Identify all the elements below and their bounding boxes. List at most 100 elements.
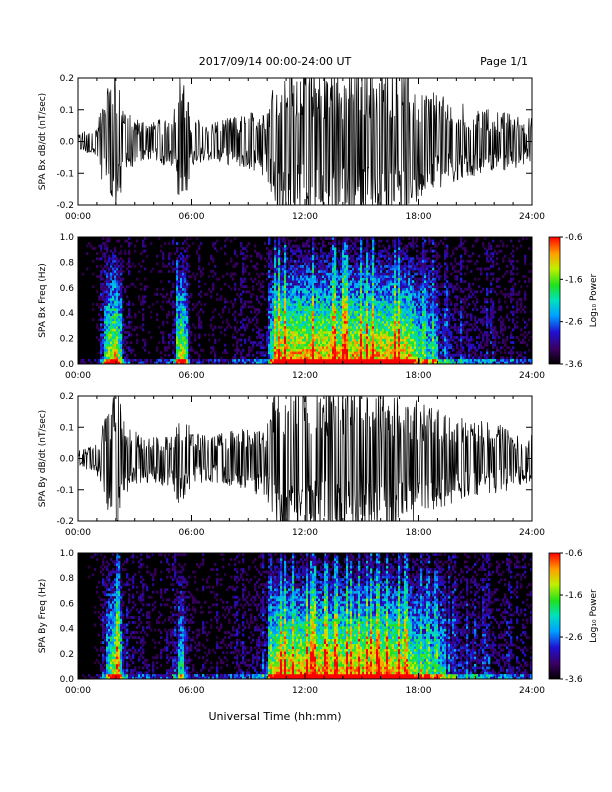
- spectrogram-cell: [180, 308, 183, 311]
- spectrogram-cell: [292, 346, 295, 350]
- spectrogram-cell: [362, 323, 365, 327]
- spectrogram-cell: [390, 290, 393, 294]
- spectrogram-cell: [100, 333, 103, 337]
- spectrogram-cell: [286, 280, 289, 284]
- spectrogram-cell: [308, 315, 311, 319]
- spectrogram-cell: [188, 275, 191, 278]
- spectrogram-cell: [368, 323, 371, 327]
- spectrogram-cell: [144, 277, 147, 281]
- spectrogram-cell: [242, 356, 245, 360]
- spectrogram-cell: [414, 343, 417, 347]
- spectrogram-cell: [172, 343, 175, 347]
- spectrogram-cell: [410, 287, 413, 291]
- spectrogram-cell: [108, 351, 111, 355]
- spectrogram-cell: [360, 270, 363, 273]
- spectrogram-cell: [296, 267, 299, 271]
- spectrogram-cell: [368, 275, 371, 278]
- spectrogram-cell: [340, 280, 343, 284]
- spectrogram-cell: [186, 358, 189, 362]
- spectrogram-cell: [280, 318, 283, 322]
- spectrogram-cell: [294, 323, 297, 327]
- spectrogram-cell: [98, 358, 101, 362]
- spectrogram-cell: [126, 330, 129, 334]
- spectrogram-cell: [308, 318, 311, 322]
- spectrogram-cell: [312, 330, 315, 334]
- spectrogram-cell: [358, 343, 361, 347]
- spectrogram-cell: [308, 343, 311, 347]
- spectrogram-cell: [314, 343, 317, 347]
- spectrogram-cell: [366, 247, 369, 250]
- spectrogram-cell: [294, 295, 297, 299]
- spectrogram-cell: [282, 280, 285, 284]
- spectrogram-cell: [342, 303, 345, 306]
- spectrogram-cell: [362, 257, 365, 261]
- spectrogram-cell: [270, 313, 273, 317]
- spectrogram-cell: [380, 346, 383, 350]
- spectrogram-cell: [270, 257, 273, 261]
- spectrogram-cell: [372, 351, 375, 355]
- spectrogram-cell: [392, 264, 395, 268]
- spectrogram-cell: [410, 341, 413, 344]
- spectrogram-cell: [302, 303, 305, 306]
- spectrogram-cell: [126, 325, 129, 329]
- spectrogram-cell: [312, 346, 315, 350]
- spectrogram-cell: [360, 308, 363, 311]
- spectrogram-cell: [114, 277, 117, 281]
- spectrogram-cell: [334, 358, 337, 362]
- spectrogram-cell: [364, 262, 367, 266]
- spectrogram-cell: [184, 249, 187, 253]
- spectrogram-cell: [330, 262, 333, 266]
- spectrogram-cell: [112, 262, 115, 266]
- spectrogram-cell: [410, 277, 413, 281]
- spectrogram-cell: [148, 305, 151, 309]
- spectrogram-cell: [170, 252, 173, 256]
- spectrogram-cell: [292, 328, 295, 332]
- spectrogram-cell: [174, 356, 177, 360]
- spectrogram-cell: [230, 259, 233, 263]
- spectrogram-cell: [406, 300, 409, 304]
- spectrogram-cell: [346, 257, 349, 261]
- spectrogram-cell: [306, 254, 309, 258]
- spectrogram-cell: [290, 328, 293, 332]
- spectrogram-cell: [308, 305, 311, 309]
- spectrogram-cell: [272, 356, 275, 360]
- spectrogram-cell: [130, 358, 133, 362]
- spectrogram-cell: [112, 305, 115, 309]
- spectrogram-cell: [124, 252, 127, 256]
- spectrogram-cell: [108, 270, 111, 273]
- spectrogram-cell: [108, 239, 111, 243]
- spectrogram-cell: [136, 341, 139, 344]
- spectrogram-cell: [114, 348, 117, 352]
- spectrogram-cell: [400, 252, 403, 256]
- spectrogram-cell: [308, 313, 311, 317]
- spectrogram-cell: [122, 320, 125, 324]
- spectrogram-cell: [360, 333, 363, 337]
- spectrogram-cell: [388, 305, 391, 309]
- spectrogram-cell: [364, 356, 367, 360]
- spectrogram-cell: [268, 328, 271, 332]
- spectrogram-cell: [372, 328, 375, 332]
- spectrogram-cell: [308, 262, 311, 266]
- spectrogram-cell: [342, 280, 345, 284]
- spectrogram-cell: [278, 351, 281, 355]
- spectrogram-cell: [124, 239, 127, 243]
- spectrogram-cell: [114, 356, 117, 360]
- spectrogram-cell: [332, 325, 335, 329]
- spectrogram-cell: [258, 310, 261, 314]
- spectrogram-cell: [118, 295, 121, 299]
- spectrogram-cell: [300, 341, 303, 344]
- spectrogram-cell: [350, 285, 353, 289]
- spectrogram-cell: [268, 323, 271, 327]
- spectrogram-cell: [172, 303, 175, 306]
- spectrogram-cell: [312, 320, 315, 324]
- spectrogram-cell: [268, 275, 271, 278]
- spectrogram-cell: [270, 333, 273, 337]
- spectrogram-cell: [156, 318, 159, 322]
- spectrogram-cell: [178, 336, 181, 339]
- spectrogram-cell: [144, 300, 147, 304]
- spectrogram-cell: [288, 320, 291, 324]
- spectrogram-cell: [118, 315, 121, 319]
- spectrogram-cell: [380, 336, 383, 339]
- spectrogram-cell: [280, 315, 283, 319]
- spectrogram-cell: [300, 252, 303, 256]
